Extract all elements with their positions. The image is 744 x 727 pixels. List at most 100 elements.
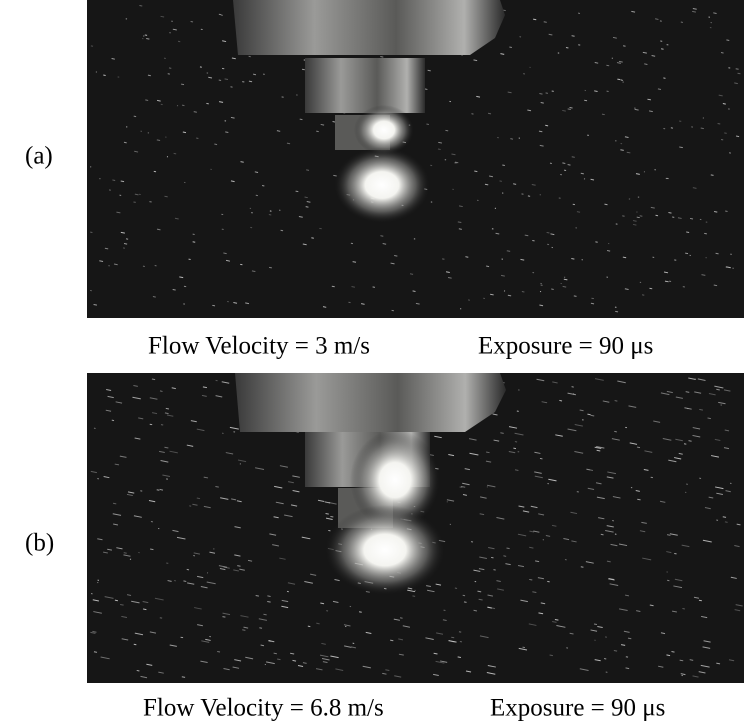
speckle <box>241 162 244 163</box>
speckle <box>539 93 542 94</box>
speckle <box>736 69 739 70</box>
speckle <box>686 392 690 393</box>
speckle <box>714 212 717 213</box>
speckle <box>113 503 116 504</box>
speckle <box>601 534 604 535</box>
speckle <box>544 22 547 23</box>
speckle <box>359 612 362 613</box>
speckle <box>302 69 305 70</box>
speckle <box>637 499 640 500</box>
speckle <box>562 163 565 164</box>
speckle <box>438 149 441 150</box>
speckle <box>594 91 597 92</box>
figure: (a) Flow Velocity = 3 m/s Exposure = 90 … <box>0 0 744 727</box>
speckle <box>410 274 413 275</box>
glow <box>334 147 430 223</box>
speckle <box>252 271 255 272</box>
speckle <box>726 40 729 41</box>
speckle <box>321 124 324 125</box>
speckle <box>572 36 575 37</box>
speckle <box>274 653 277 654</box>
speckle <box>380 56 383 57</box>
speckle <box>105 248 108 249</box>
speckle <box>225 132 228 133</box>
speckle <box>685 253 688 254</box>
speckle <box>114 264 118 265</box>
speckle <box>287 143 290 144</box>
speckle <box>173 289 176 290</box>
speckle <box>559 400 562 401</box>
speckle <box>306 207 309 208</box>
speckle <box>515 470 518 471</box>
speckle <box>194 112 197 113</box>
speckle <box>161 16 165 17</box>
speckle <box>525 235 529 236</box>
speckle <box>330 516 333 517</box>
speckle <box>231 117 235 118</box>
speckle <box>658 89 661 90</box>
speckle <box>633 221 637 222</box>
speckle <box>225 79 228 80</box>
speckle <box>640 216 643 217</box>
speckle <box>474 610 477 611</box>
speckle <box>455 162 458 163</box>
speckle <box>581 567 584 568</box>
caption-exposure: Exposure = 90 μs <box>490 695 665 722</box>
speckle <box>668 212 671 213</box>
panel-b: (b) Flow Velocity = 6.8 m/s Exposure = 9… <box>25 373 744 722</box>
speckle <box>539 131 542 132</box>
speckle <box>686 232 689 233</box>
speckle <box>306 170 309 171</box>
speckle <box>699 409 703 410</box>
speckle <box>146 38 149 39</box>
speckle <box>502 165 505 166</box>
speckle <box>165 413 169 414</box>
speckle <box>383 244 386 245</box>
speckle <box>305 197 308 198</box>
speckle <box>223 253 226 254</box>
speckle <box>716 389 719 390</box>
nozzle-body <box>235 373 506 432</box>
speckle <box>716 253 719 254</box>
speckle <box>633 224 636 225</box>
speckle <box>120 604 123 605</box>
speckle <box>652 56 656 57</box>
speckle <box>644 64 647 65</box>
speckle <box>259 628 262 629</box>
speckle <box>727 267 731 268</box>
speckle <box>121 181 124 182</box>
speckle <box>568 165 571 166</box>
speckle <box>637 447 640 448</box>
speckle <box>459 229 462 230</box>
speckle <box>143 609 146 610</box>
speckle <box>412 596 415 597</box>
speckle <box>124 553 127 554</box>
speckle <box>137 670 140 671</box>
speckle <box>597 450 601 451</box>
speckle <box>591 415 595 416</box>
speckle <box>486 266 489 267</box>
speckle <box>704 233 707 234</box>
speckle <box>541 102 544 103</box>
speckle <box>448 277 452 278</box>
speckle <box>458 222 462 223</box>
speckle <box>485 184 488 185</box>
speckle <box>547 232 550 233</box>
speckle <box>584 100 587 101</box>
speckle <box>637 217 640 218</box>
speckle <box>465 257 468 258</box>
speckle <box>627 152 631 153</box>
caption-velocity: Flow Velocity = 6.8 m/s <box>143 695 384 722</box>
speckle <box>153 297 156 298</box>
speckle <box>157 229 160 230</box>
speckle <box>150 549 153 550</box>
speckle <box>699 600 702 601</box>
speckle <box>458 657 461 658</box>
speckle <box>261 645 264 646</box>
speckle <box>655 19 658 20</box>
speckle <box>323 307 326 308</box>
speckle <box>591 179 594 180</box>
speckle <box>623 257 626 258</box>
speckle <box>587 414 590 415</box>
speckle <box>562 110 566 111</box>
